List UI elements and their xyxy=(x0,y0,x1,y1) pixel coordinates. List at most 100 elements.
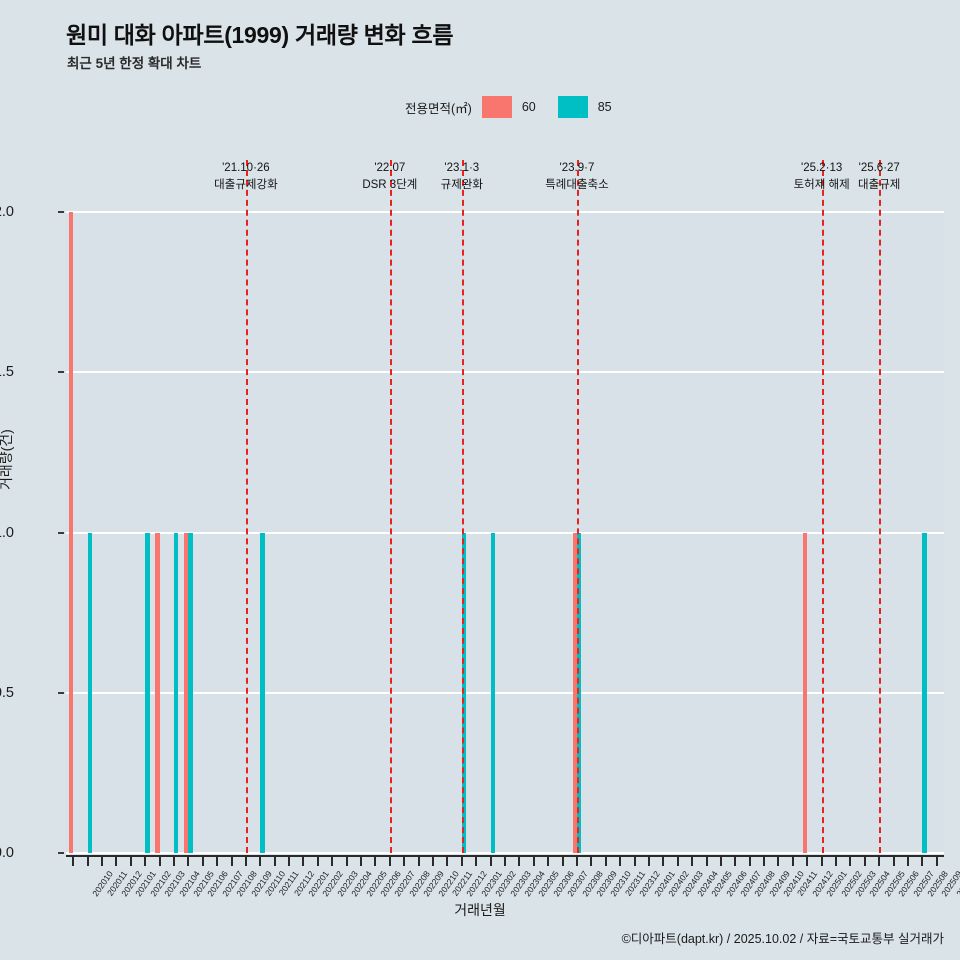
x-axis-tick-mark xyxy=(705,857,708,866)
bar xyxy=(188,532,193,853)
bar xyxy=(68,212,74,853)
event-label: '25.2·13 토허제 해제 xyxy=(794,160,850,193)
x-axis-tick-mark xyxy=(100,857,103,866)
bar xyxy=(576,532,582,853)
x-axis-tick-mark xyxy=(489,857,492,866)
bar xyxy=(260,532,265,853)
bar xyxy=(183,532,189,853)
event-label: '22.07 DSR 3단계 xyxy=(362,160,417,193)
event-line xyxy=(576,160,579,853)
x-axis-tick-mark xyxy=(647,857,650,866)
x-axis-tick-mark xyxy=(302,857,305,866)
event-label: '21.10·26 대출규제강화 xyxy=(214,160,277,193)
event-date: '23.1·3 xyxy=(444,162,480,174)
bar xyxy=(87,532,93,853)
y-axis-tick-mark xyxy=(58,852,64,854)
bar xyxy=(461,532,467,853)
x-axis-tick-mark xyxy=(518,857,521,866)
event-text: 규제완화 xyxy=(440,178,483,191)
event-text: 대출규제 xyxy=(858,178,901,191)
event-label: '23.9·7 특례대출축소 xyxy=(545,160,608,193)
event-text: 특례대출축소 xyxy=(545,178,609,191)
x-axis-tick-mark xyxy=(633,857,636,866)
y-axis-tick-label: 0.0 xyxy=(0,845,14,861)
x-axis-tick-mark xyxy=(345,857,348,866)
x-axis-tick-mark xyxy=(72,857,75,866)
x-axis-line xyxy=(66,855,944,857)
event-text: 토허제 해제 xyxy=(793,178,850,191)
x-axis-tick-mark xyxy=(504,857,506,866)
y-axis-tick-label: 1.0 xyxy=(0,524,14,541)
x-axis-tick-mark xyxy=(748,857,751,866)
y-axis-tick-mark xyxy=(58,531,64,534)
x-axis-tick-mark xyxy=(532,857,535,866)
footer-credit: ©디아파트(dapt.kr) / 2025.10.02 / 자료=국토교통부 실… xyxy=(621,932,944,946)
x-axis-tick-mark xyxy=(820,857,823,866)
event-date: '25.6·27 xyxy=(858,162,900,174)
event-line xyxy=(389,160,392,853)
legend-title: 전용면적(㎡) xyxy=(405,101,472,116)
x-axis-tick-mark xyxy=(777,857,780,866)
bar xyxy=(173,532,179,853)
event-date: '22.07 xyxy=(374,162,406,174)
x-axis-tick-mark xyxy=(719,857,722,866)
x-axis-tick-mark xyxy=(244,857,247,866)
gridline xyxy=(66,531,944,534)
x-axis-tick-mark xyxy=(388,857,391,866)
y-axis-tick-label: 0.5 xyxy=(0,684,14,701)
x-axis-tick-mark xyxy=(691,857,694,866)
event-line xyxy=(821,160,824,853)
x-axis-tick-mark xyxy=(547,857,550,866)
y-axis-tick-mark xyxy=(58,371,64,374)
x-axis-tick-mark xyxy=(734,857,737,866)
x-axis-tick-mark xyxy=(935,857,938,866)
x-axis-tick-mark xyxy=(230,857,233,866)
x-axis-tick-mark xyxy=(676,857,679,866)
page-subtitle: 최근 5년 한정 확대 차트 xyxy=(67,56,202,71)
x-axis-tick-mark xyxy=(360,857,363,866)
x-axis-tick-mark xyxy=(921,857,924,866)
event-text: 대출규제강화 xyxy=(214,178,278,191)
x-axis-tick-mark xyxy=(475,857,478,866)
x-axis-tick-mark xyxy=(835,857,838,866)
plot-area xyxy=(66,160,944,854)
x-axis-tick-mark xyxy=(763,857,766,866)
x-axis-tick-mark xyxy=(662,857,665,866)
x-axis-tick-mark xyxy=(907,857,910,866)
event-date: '25.2·13 xyxy=(801,162,843,174)
y-axis-tick-label: 2.0 xyxy=(0,204,14,220)
y-axis-tick-label: 1.5 xyxy=(0,364,14,381)
x-axis-tick-mark xyxy=(144,857,147,866)
x-axis-tick-mark xyxy=(432,857,435,866)
x-axis-tick-mark xyxy=(273,857,276,866)
event-date: '21.10·26 xyxy=(222,162,270,174)
event-line xyxy=(461,160,464,853)
x-axis-tick-mark xyxy=(288,857,291,866)
page-title: 원미 대화 아파트(1999) 거래량 변화 흐름 xyxy=(66,22,454,48)
event-line xyxy=(879,160,882,853)
x-axis-tick-mark xyxy=(561,857,564,866)
x-axis-tick-mark xyxy=(460,857,463,866)
bar xyxy=(572,532,577,853)
x-axis-tick-mark xyxy=(403,857,406,866)
legend: 전용면적(㎡) 60 85 xyxy=(405,96,612,118)
x-axis-title: 거래년월 xyxy=(454,902,506,918)
bar xyxy=(922,532,927,853)
event-text: DSR 3단계 xyxy=(362,178,418,191)
x-axis-tick-mark xyxy=(259,857,262,866)
y-axis-title: 거래량(건) xyxy=(0,429,14,490)
x-axis-tick-mark xyxy=(86,857,89,866)
x-axis-tick-mark xyxy=(878,857,881,866)
event-line xyxy=(245,160,248,853)
event-date: '23.9·7 xyxy=(559,162,595,174)
x-axis-tick-mark xyxy=(331,857,334,866)
legend-swatch-60 xyxy=(481,96,512,118)
x-axis-tick-mark xyxy=(316,857,319,866)
gridline xyxy=(66,852,944,854)
x-axis-tick-mark xyxy=(187,857,190,866)
x-axis-tick-mark xyxy=(619,857,622,866)
x-axis-tick-mark xyxy=(849,857,852,866)
x-axis-tick-mark xyxy=(115,857,118,866)
gridline xyxy=(66,371,944,374)
